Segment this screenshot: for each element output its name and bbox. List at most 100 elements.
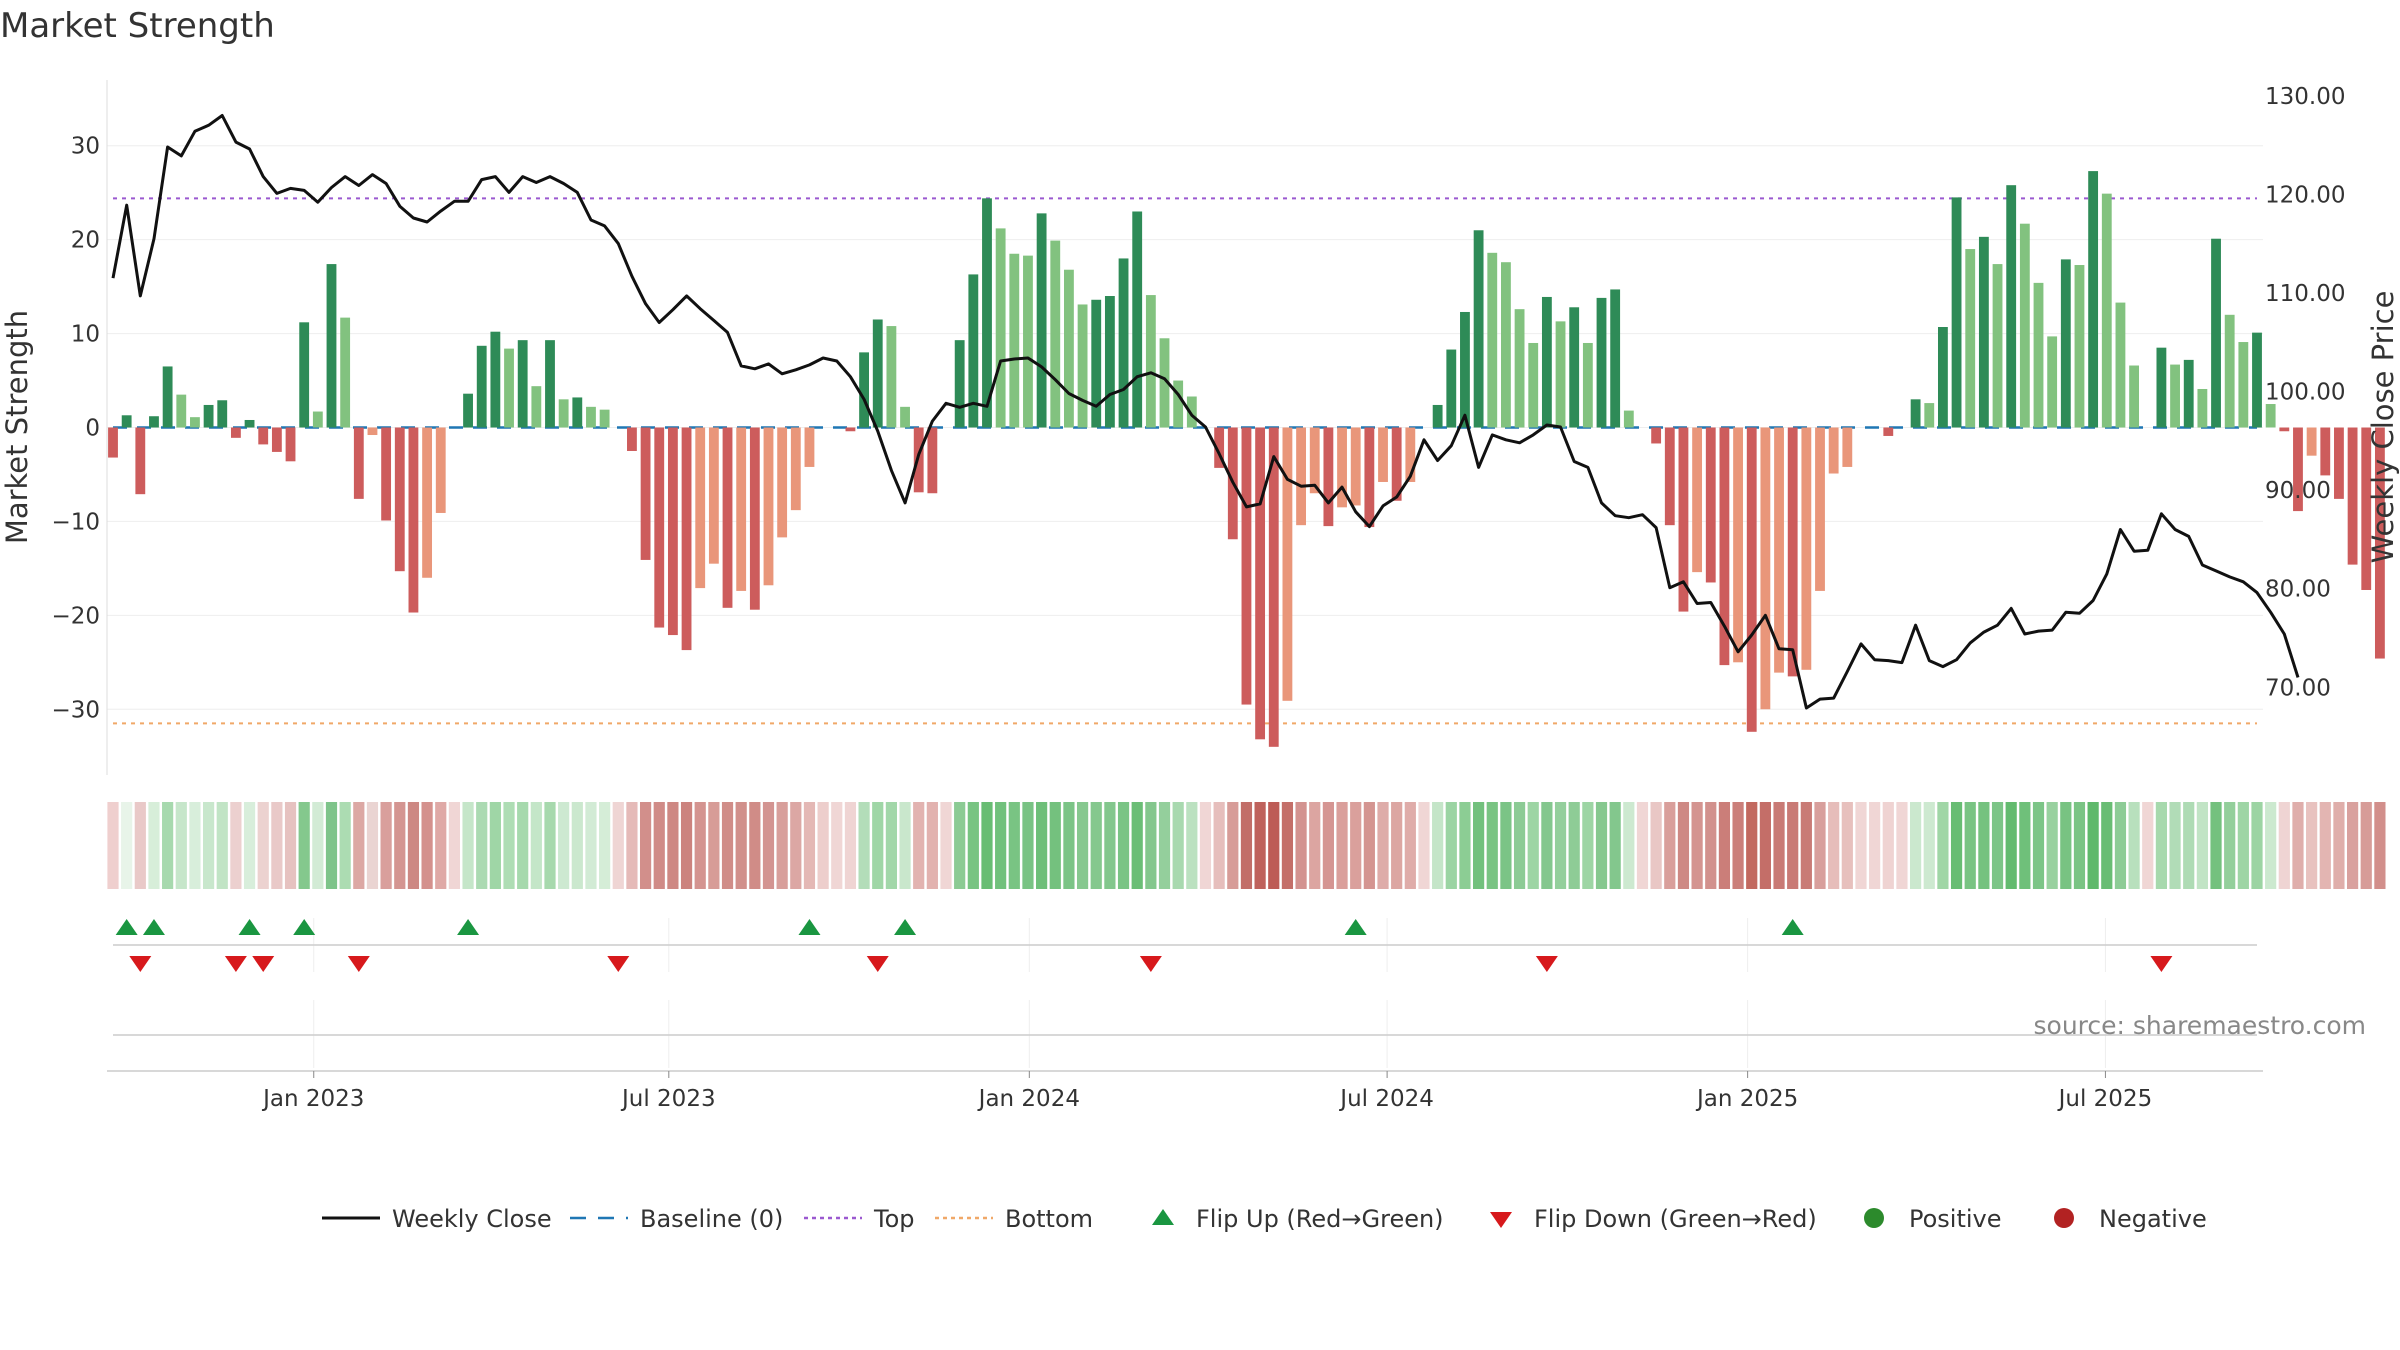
left-tick-label: 10 <box>71 322 100 348</box>
heatmap-cell <box>612 802 624 889</box>
flip-down-marker <box>1535 956 1558 972</box>
positive-strength-bar <box>476 345 487 428</box>
heatmap-cell <box>2374 802 2386 889</box>
positive-strength-bar <box>1159 338 1170 428</box>
negative-strength-bar <box>271 427 282 452</box>
flip-down-marker <box>866 956 889 972</box>
heatmap-cell <box>571 802 583 889</box>
heatmap-cell <box>2196 802 2208 889</box>
negative-strength-bar <box>1705 427 1716 583</box>
heatmap-cell <box>2251 802 2263 889</box>
heatmap-cell <box>1418 802 1430 889</box>
positive-strength-bar <box>2047 336 2058 428</box>
positive-strength-bar <box>312 411 323 428</box>
positive-strength-bar <box>586 406 596 428</box>
x-tick-label: Jan 2023 <box>261 1086 364 1112</box>
legend-triangle-up-icon <box>1152 1209 1174 1225</box>
heatmap-cell <box>1964 802 1976 889</box>
negative-strength-bar <box>2347 427 2358 565</box>
negative-strength-bar <box>1391 427 1402 501</box>
heatmap-cell <box>1022 802 1034 889</box>
heatmap-cell <box>1500 802 1512 889</box>
positive-strength-bar <box>1528 342 1539 428</box>
negative-strength-bar <box>2334 427 2344 499</box>
flip-markers-panel <box>113 918 2257 972</box>
negative-strength-bar <box>1337 427 1347 508</box>
flip-down-marker <box>252 956 275 972</box>
positive-strength-bar <box>859 352 869 428</box>
page-title: Market Strength <box>0 6 275 46</box>
negative-strength-bar <box>790 427 801 511</box>
legend-dot-icon <box>2054 1208 2074 1228</box>
legend: Weekly Close Baseline (0) Top Bottom Flip Up… <box>322 1205 2207 1233</box>
legend-item: Flip Up (Red→Green) <box>1152 1205 1444 1233</box>
positive-strength-bar <box>2088 171 2099 428</box>
negative-strength-bar <box>695 427 706 589</box>
heatmap-cell <box>1582 802 1594 889</box>
negative-strength-bar <box>1323 427 1334 527</box>
positive-strength-bar <box>1118 258 1129 428</box>
heatmap-cell <box>476 802 488 889</box>
positive-strength-bar <box>176 394 187 428</box>
positive-strength-bar <box>217 400 228 428</box>
heatmap-cell <box>1650 802 1662 889</box>
heatmap-cell <box>189 802 201 889</box>
negative-strength-bar <box>2361 427 2372 590</box>
heatmap-cell <box>2155 802 2168 889</box>
legend-item: Baseline (0) <box>570 1205 783 1233</box>
flip-up-marker <box>457 919 480 935</box>
heatmap-cell <box>1227 802 1239 889</box>
negative-strength-bar <box>2374 427 2385 659</box>
negative-strength-bar <box>1364 427 1375 528</box>
negative-strength-bar <box>1268 427 1279 747</box>
heatmap-cell <box>2060 802 2072 889</box>
heatmap-cell <box>298 802 310 889</box>
heatmap-cell <box>243 802 256 889</box>
positive-strength-bar <box>1610 289 1621 428</box>
negative-strength-bar <box>681 427 692 651</box>
heatmap-cell <box>1377 802 1389 889</box>
heatmap-cell <box>708 802 720 889</box>
heatmap-cell <box>339 802 351 889</box>
positive-strength-bar <box>531 386 542 428</box>
weekly-close-line <box>111 114 2300 710</box>
heatmap-cell <box>2087 802 2099 889</box>
legend-label: Positive <box>1909 1205 2002 1233</box>
flip-up-marker <box>1781 919 1804 935</box>
heatmap-cell <box>667 802 679 889</box>
positive-strength-bar <box>299 322 310 428</box>
heatmap-cell <box>885 802 897 889</box>
heatmap-cell <box>1158 802 1171 889</box>
negative-strength-bar <box>749 427 760 610</box>
heatmap-cell <box>872 802 884 889</box>
negative-strength-bar <box>1350 427 1361 506</box>
left-tick-label: 0 <box>85 416 100 442</box>
positive-strength-bar <box>886 326 897 428</box>
positive-strength-bar <box>995 228 1006 428</box>
negative-strength-bar <box>722 427 733 608</box>
positive-strength-bar <box>517 340 528 428</box>
heatmap-cell <box>1937 802 1949 889</box>
heatmap-cell <box>626 802 638 889</box>
negative-strength-bar <box>804 427 815 467</box>
positive-strength-bar <box>244 419 255 428</box>
heatmap-cell <box>1117 802 1130 889</box>
heatmap-cell <box>2360 802 2372 889</box>
heatmap-cell <box>1186 802 1198 889</box>
positive-strength-bar <box>190 417 200 428</box>
heatmap-cell <box>1172 802 1184 889</box>
negative-strength-bar <box>1787 427 1798 677</box>
heatmap-cell <box>503 802 515 889</box>
positive-strength-bar <box>1460 311 1470 428</box>
right-tick-label: 100.00 <box>2265 380 2345 406</box>
heatmap-cell <box>1636 802 1649 889</box>
positive-strength-bar <box>2183 359 2194 428</box>
positive-strength-bar <box>1104 296 1115 428</box>
heatmap-cell <box>448 802 461 889</box>
heatmap-cell <box>2237 802 2249 889</box>
heatmap-cell <box>325 802 338 889</box>
heatmap-cell <box>967 802 979 889</box>
heatmap-cell <box>1664 802 1676 889</box>
heatmap-cell <box>107 802 119 889</box>
heatmap-cell <box>1254 802 1266 889</box>
